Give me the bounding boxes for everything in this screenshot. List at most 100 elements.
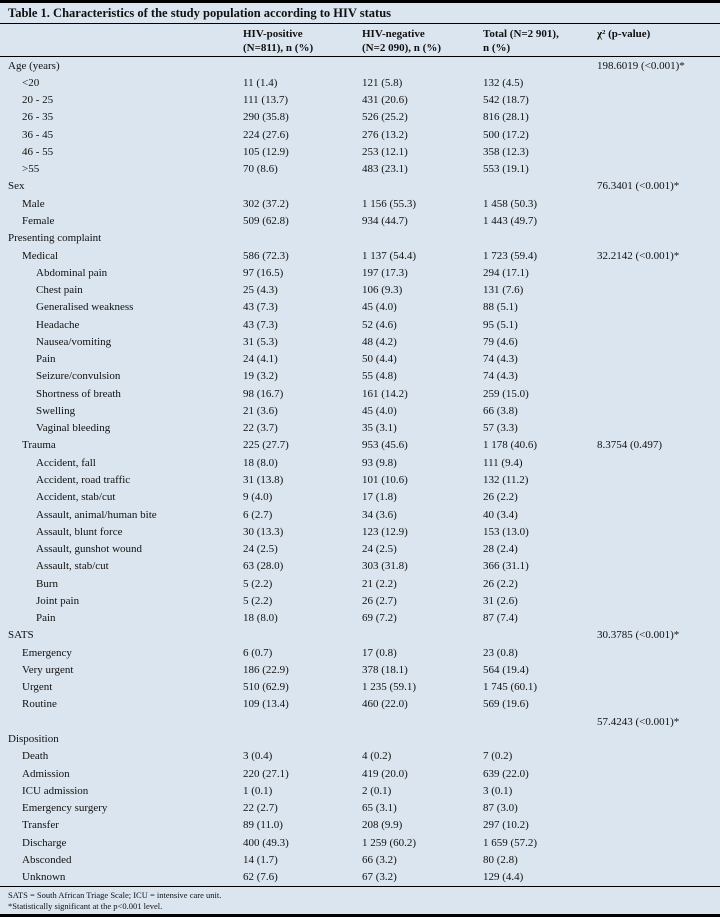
cell-pos: 1 (0.1) xyxy=(243,784,273,797)
table-row: Disposition xyxy=(0,730,720,747)
cell-pos: 186 (22.9) xyxy=(243,663,289,676)
cell-neg: 50 (4.4) xyxy=(362,353,397,366)
cell-total: 259 (15.0) xyxy=(483,387,529,400)
cell-pos: 24 (4.1) xyxy=(243,353,278,366)
cell-total: 132 (11.2) xyxy=(483,474,529,486)
cell-pos: 19 (3.2) xyxy=(243,370,278,383)
cell-neg: 1 137 (54.4) xyxy=(362,249,417,262)
table-row: Assault, animal/human bite 6 (2.7) 34 (3… xyxy=(0,506,720,523)
col-header-total: Total (N=2 901), n (%) xyxy=(483,28,559,54)
table-row: Routine 109 (13.4) 460 (22.0) 569 (19.6) xyxy=(0,696,720,713)
cell-total: 1 443 (49.7) xyxy=(483,215,538,228)
cell-neg: 2 (0.1) xyxy=(362,784,392,797)
cell-pos: 220 (27.1) xyxy=(243,767,289,780)
cell-total: 129 (4.4) xyxy=(483,871,524,884)
table-row: Shortness of breath 98 (16.7) 161 (14.2)… xyxy=(0,385,720,402)
cell-pos: 24 (2.5) xyxy=(243,543,278,556)
cell-label: Absconded xyxy=(22,853,72,866)
cell-total: 23 (0.8) xyxy=(483,646,518,659)
table-row: Assault, gunshot wound 24 (2.5) 24 (2.5)… xyxy=(0,540,720,557)
cell-neg: 1 156 (55.3) xyxy=(362,197,417,210)
cell-pos: 14 (1.7) xyxy=(243,853,278,866)
footnote-significance: *Statistically significant at the p<0.00… xyxy=(8,900,163,911)
cell-neg: 121 (5.8) xyxy=(362,76,403,89)
cell-neg: 45 (4.0) xyxy=(362,301,397,314)
cell-pos: 290 (35.8) xyxy=(243,111,289,124)
cell-total: 816 (28.1) xyxy=(483,111,529,124)
cell-label: Headache xyxy=(36,318,80,331)
cell-neg: 208 (9.9) xyxy=(362,819,403,832)
cell-neg: 26 (2.7) xyxy=(362,594,397,607)
cell-neg: 953 (45.6) xyxy=(362,439,408,452)
table-row: Pain 24 (4.1) 50 (4.4) 74 (4.3) xyxy=(0,351,720,368)
cell-label: ICU admission xyxy=(22,784,89,797)
header-rule xyxy=(0,56,720,57)
cell-total: 1 458 (50.3) xyxy=(483,197,538,210)
cell-label: SATS xyxy=(8,629,34,642)
cell-neg: 276 (13.2) xyxy=(362,128,408,141)
cell-label: <20 xyxy=(22,76,40,89)
table-row: Sex 76.3401 (<0.001)* xyxy=(0,178,720,195)
cell-total: 542 (18.7) xyxy=(483,94,529,107)
cell-label: Transfer xyxy=(22,819,59,832)
cell-neg: 34 (3.6) xyxy=(362,508,397,521)
cell-label: Pain xyxy=(36,612,56,625)
cell-total: 40 (3.4) xyxy=(483,508,518,521)
cell-label: 20 - 25 xyxy=(22,94,54,107)
cell-total: 26 (2.2) xyxy=(483,577,518,590)
cell-pos: 62 (7.6) xyxy=(243,871,278,884)
cell-label: Emergency surgery xyxy=(22,802,108,815)
cell-total: 131 (7.6) xyxy=(483,284,524,297)
top-rule xyxy=(0,0,720,3)
cell-total: 74 (4.3) xyxy=(483,370,518,383)
cell-label: Assault, animal/human bite xyxy=(36,508,157,521)
cell-neg: 4 (0.2) xyxy=(362,750,392,763)
cell-label: Accident, road traffic xyxy=(36,474,131,486)
cell-pos: 25 (4.3) xyxy=(243,284,278,297)
cell-neg: 55 (4.8) xyxy=(362,370,397,383)
cell-neg: 67 (3.2) xyxy=(362,871,397,884)
table-row: Vaginal bleeding 22 (3.7) 35 (3.1) 57 (3… xyxy=(0,420,720,437)
table-row: Urgent 510 (62.9) 1 235 (59.1) 1 745 (60… xyxy=(0,679,720,696)
table-header: HIV-positive (N=811), n (%) HIV-negative… xyxy=(0,24,720,56)
cell-neg: 253 (12.1) xyxy=(362,145,408,158)
cell-total: 26 (2.2) xyxy=(483,491,518,504)
table-row: Emergency 6 (0.7) 17 (0.8) 23 (0.8) xyxy=(0,644,720,661)
cell-neg: 45 (4.0) xyxy=(362,404,397,417)
col-header-blank xyxy=(0,27,243,56)
cell-label: Unknown xyxy=(22,871,66,884)
cell-neg: 161 (14.2) xyxy=(362,387,408,400)
table-row: Accident, road traffic 31 (13.8) 101 (10… xyxy=(0,471,720,488)
cell-total: 294 (17.1) xyxy=(483,266,529,279)
cell-total: 87 (7.4) xyxy=(483,612,518,625)
cell-label: Nausea/vomiting xyxy=(36,335,112,348)
cell-label: Vaginal bleeding xyxy=(36,422,111,435)
cell-label: Medical xyxy=(22,249,59,262)
table-row: Male 302 (37.2) 1 156 (55.3) 1 458 (50.3… xyxy=(0,195,720,212)
cell-total: 57 (3.3) xyxy=(483,422,518,435)
cell-pos: 18 (8.0) xyxy=(243,456,278,469)
cell-pos: 30 (13.3) xyxy=(243,525,284,538)
cell-label: Chest pain xyxy=(36,284,83,297)
cell-total: 28 (2.4) xyxy=(483,543,518,556)
cell-neg: 93 (9.8) xyxy=(362,456,397,469)
cell-neg: 21 (2.2) xyxy=(362,577,397,590)
col-header-hiv-negative: HIV-negative (N=2 090), n (%) xyxy=(362,28,441,54)
cell-total: 153 (13.0) xyxy=(483,525,529,538)
cell-pos: 31 (13.8) xyxy=(243,474,284,486)
cell-label: Abdominal pain xyxy=(36,266,108,279)
table-row: <20 11 (1.4) 121 (5.8) 132 (4.5) xyxy=(0,74,720,91)
cell-total: 79 (4.6) xyxy=(483,335,518,348)
table-row: Generalised weakness 43 (7.3) 45 (4.0) 8… xyxy=(0,299,720,316)
cell-neg: 934 (44.7) xyxy=(362,215,408,228)
cell-neg: 303 (31.8) xyxy=(362,560,408,573)
table-row: Assault, blunt force 30 (13.3) 123 (12.9… xyxy=(0,523,720,540)
table-row: Female 509 (62.8) 934 (44.7) 1 443 (49.7… xyxy=(0,212,720,229)
table-row: 46 - 55 105 (12.9) 253 (12.1) 358 (12.3) xyxy=(0,143,720,160)
table-row: Transfer 89 (11.0) 208 (9.9) 297 (10.2) xyxy=(0,817,720,834)
cell-neg: 378 (18.1) xyxy=(362,663,408,676)
table-row: 36 - 45 224 (27.6) 276 (13.2) 500 (17.2) xyxy=(0,126,720,143)
cell-pos: 109 (13.4) xyxy=(243,698,289,711)
cell-total: 564 (19.4) xyxy=(483,663,529,676)
cell-pos: 22 (3.7) xyxy=(243,422,278,435)
